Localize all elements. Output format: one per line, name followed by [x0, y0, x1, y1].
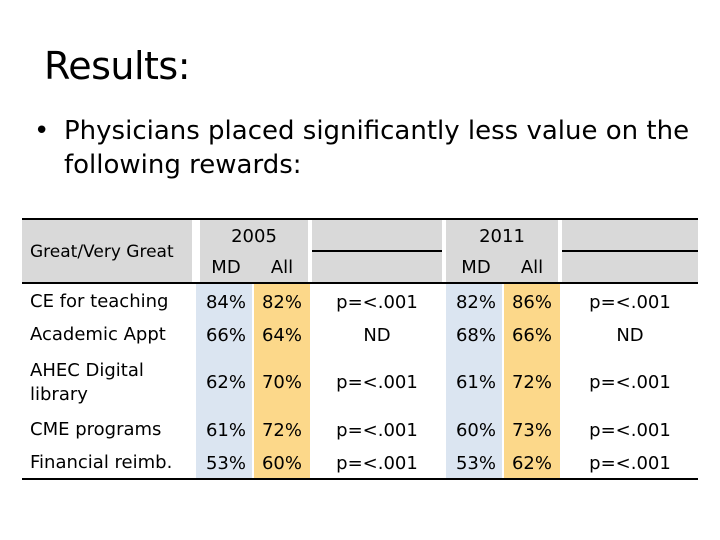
- row-label: AHEC Digital library: [30, 360, 144, 405]
- md-2011-value: 82%: [455, 291, 496, 313]
- all-2005-column-bg: [254, 284, 310, 480]
- bullet-point: • Physicians placed significantly less v…: [34, 114, 694, 182]
- all-2005-value: 82%: [261, 291, 302, 313]
- md-2011-value: 60%: [455, 419, 496, 441]
- md-2005-value: 66%: [205, 324, 246, 346]
- md-2005-header: MD: [211, 256, 241, 278]
- row-label: CME programs: [30, 419, 162, 440]
- bullet-icon: •: [34, 116, 50, 146]
- md-2011-value: 53%: [455, 452, 496, 474]
- md-2011-value: 68%: [455, 324, 496, 346]
- year-2005-header: 2005: [231, 225, 277, 247]
- all-2011-value: 86%: [511, 291, 552, 313]
- md-2011-header: MD: [461, 256, 491, 278]
- p-2005-value: p=<.001: [336, 452, 418, 474]
- p-2005-value: p=<.001: [336, 419, 418, 441]
- md-2005-column-bg: [196, 284, 252, 480]
- all-2011-column-bg: [504, 284, 560, 480]
- md-2005-value: 53%: [205, 452, 246, 474]
- p-2005-value: p=<.001: [336, 291, 418, 313]
- bullet-text: Physicians placed significantly less val…: [64, 116, 690, 180]
- header-rule-p2011: [562, 250, 698, 252]
- year-2011-header: 2011: [479, 225, 525, 247]
- all-2005-header: All: [270, 256, 294, 278]
- row-header-bg: [22, 218, 192, 282]
- p-2011-value: p=<.001: [589, 419, 671, 441]
- slide-title: Results:: [44, 44, 191, 88]
- md-2011-value: 61%: [455, 371, 496, 393]
- all-2005-value: 72%: [261, 419, 302, 441]
- header-rule-p2005: [312, 250, 442, 252]
- row-label: Financial reimb.: [30, 452, 173, 473]
- md-2005-value: 61%: [205, 419, 246, 441]
- p-2005-value: p=<.001: [336, 371, 418, 393]
- results-table: Great/Very Great 2005 MD All 2011 MD All…: [22, 218, 698, 480]
- header-bottom-rule: [22, 282, 698, 284]
- p-2011-value: ND: [616, 324, 644, 346]
- row-label: CE for teaching: [30, 291, 169, 312]
- all-2011-value: 72%: [511, 371, 552, 393]
- all-2005-value: 64%: [261, 324, 302, 346]
- table-top-rule: [22, 218, 698, 220]
- md-2011-column-bg: [446, 284, 502, 480]
- all-2011-value: 73%: [511, 419, 552, 441]
- row-label: Academic Appt: [30, 324, 166, 345]
- all-2011-value: 66%: [511, 324, 552, 346]
- all-2011-value: 62%: [511, 452, 552, 474]
- all-2011-header: All: [520, 256, 544, 278]
- all-2005-value: 70%: [261, 371, 302, 393]
- p-2005-value: ND: [363, 324, 391, 346]
- table-bottom-rule: [22, 478, 698, 480]
- p-2011-value: p=<.001: [589, 452, 671, 474]
- header-2005-bg: [200, 218, 308, 282]
- row-header-label: Great/Very Great: [30, 242, 174, 262]
- all-2005-value: 60%: [261, 452, 302, 474]
- p-2011-value: p=<.001: [589, 291, 671, 313]
- header-2011-bg: [446, 218, 558, 282]
- md-2005-value: 62%: [205, 371, 246, 393]
- p-2011-value: p=<.001: [589, 371, 671, 393]
- md-2005-value: 84%: [205, 291, 246, 313]
